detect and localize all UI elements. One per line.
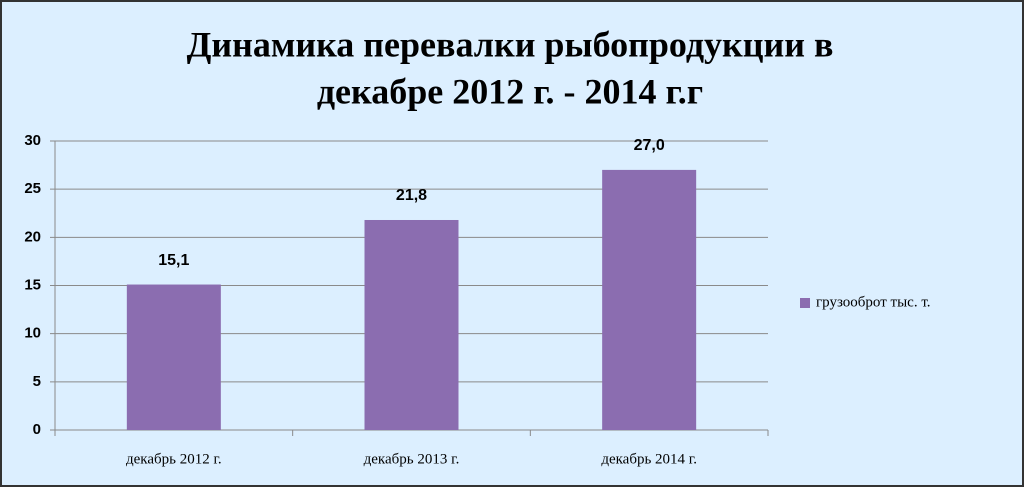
legend-swatch xyxy=(800,298,810,308)
x-tick-label: декабрь 2014 г. xyxy=(601,451,697,467)
value-label: 21,8 xyxy=(396,187,427,204)
value-label: 27,0 xyxy=(634,137,665,154)
value-label: 15,1 xyxy=(158,252,189,269)
y-tick-label: 20 xyxy=(24,228,41,245)
bar xyxy=(602,169,697,430)
y-tick-label: 25 xyxy=(24,180,41,197)
x-tick-label: декабрь 2013 г. xyxy=(364,451,460,467)
y-tick-label: 30 xyxy=(24,132,41,149)
x-tick-label: декабрь 2012 г. xyxy=(126,451,222,467)
y-tick-label: 5 xyxy=(33,373,41,390)
bar xyxy=(364,219,459,430)
bar xyxy=(126,284,221,430)
y-tick-label: 15 xyxy=(24,276,41,293)
y-tick-label: 0 xyxy=(33,421,41,438)
y-tick-label: 10 xyxy=(24,325,41,342)
chart-title: декабре 2012 г. - 2014 г.г xyxy=(317,71,703,111)
legend-label: грузооброт тыс. т. xyxy=(816,294,931,310)
chart-title: Динамика перевалки рыбопродукции в xyxy=(187,24,834,64)
